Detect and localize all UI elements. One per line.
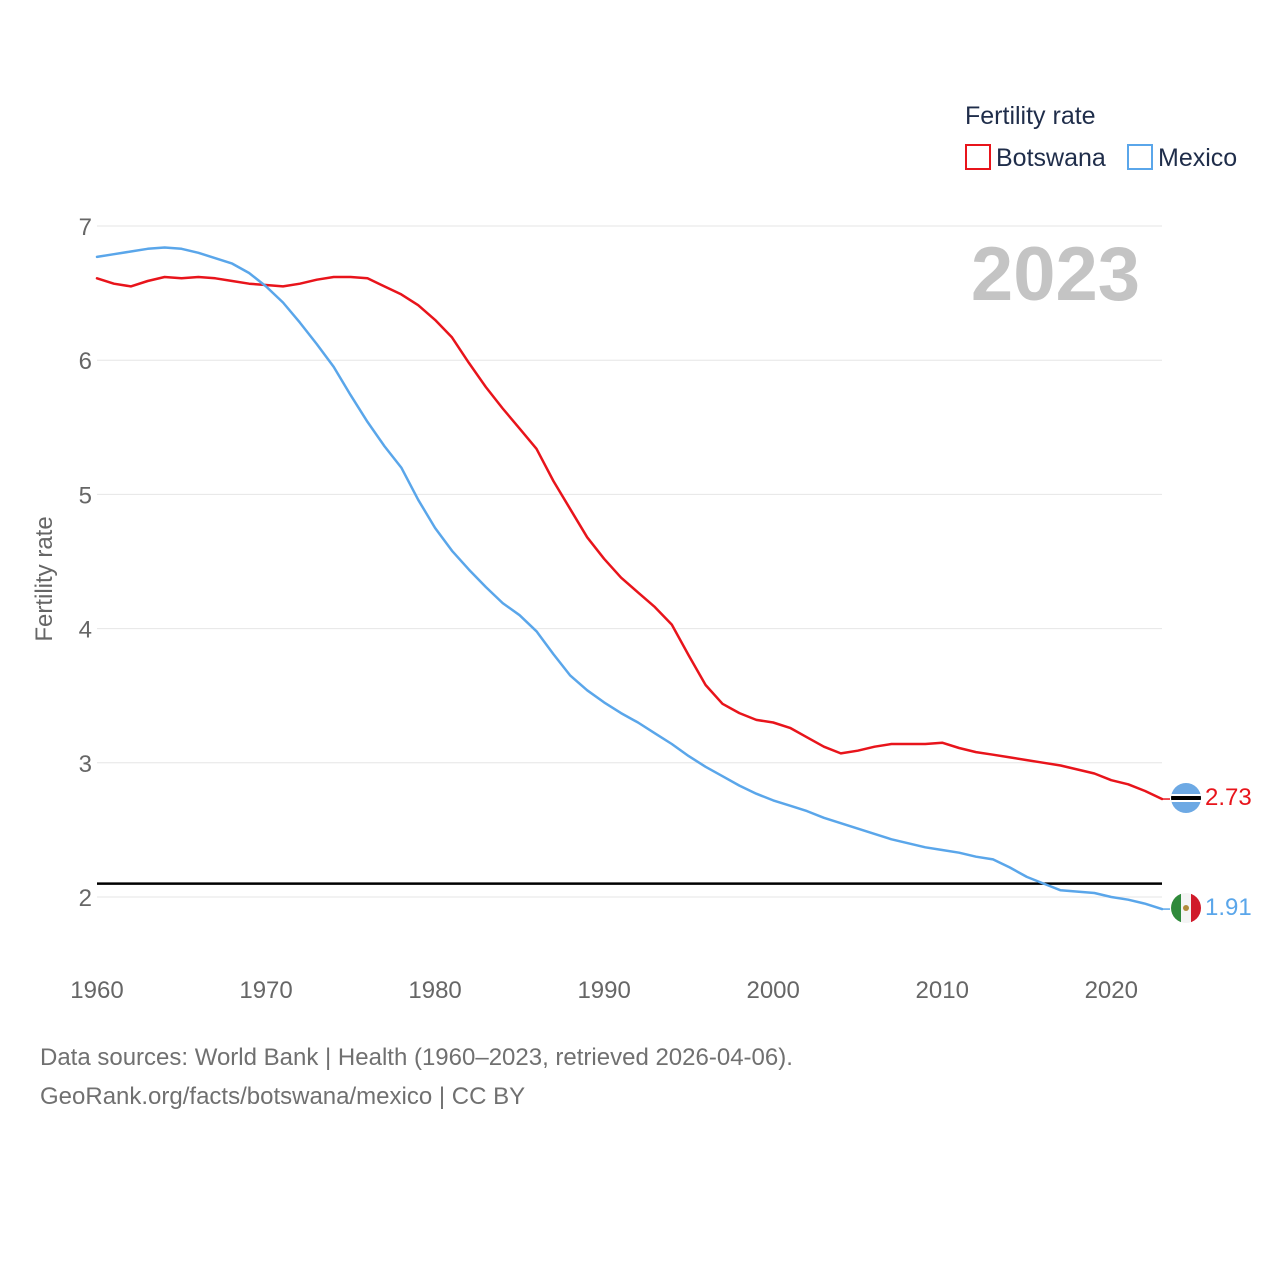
y-tick-label: 2 (79, 885, 92, 912)
mexico-flag-icon (1171, 893, 1201, 923)
source-attribution: GeoRank.org/facts/botswana/mexico | CC B… (40, 1083, 526, 1110)
legend: Fertility rate Botswana Mexico (965, 102, 1237, 172)
botswana-flag-icon (1171, 783, 1201, 813)
legend-label-mexico: Mexico (1158, 144, 1237, 172)
botswana-end-label: 2.73 (1205, 784, 1252, 811)
y-tick-label: 3 (79, 751, 92, 778)
y-tick-label: 4 (79, 617, 92, 644)
x-tick-label: 1980 (408, 977, 461, 1004)
x-tick-label: 2010 (916, 977, 969, 1004)
legend-swatch-botswana (965, 144, 991, 170)
y-tick-label: 5 (79, 482, 92, 509)
series-line-botswana (95, 275, 1164, 801)
grid-lines (97, 225, 1162, 898)
legend-label-botswana: Botswana (996, 144, 1106, 172)
year-watermark: 2023 (971, 232, 1140, 317)
x-tick-label: 1960 (70, 977, 123, 1004)
source-citation: Data sources: World Bank | Health (1960–… (40, 1044, 793, 1071)
y-axis-title: Fertility rate (31, 516, 58, 641)
x-tick-label: 2020 (1085, 977, 1138, 1004)
y-axis: 2 3 4 5 6 7 (79, 214, 92, 912)
x-tick-label: 2000 (746, 977, 799, 1004)
y-tick-label: 7 (79, 214, 92, 241)
legend-title: Fertility rate (965, 102, 1096, 130)
x-tick-label: 1970 (239, 977, 292, 1004)
legend-swatch-mexico (1127, 144, 1153, 170)
series-lines (95, 246, 1170, 911)
x-tick-label: 1990 (577, 977, 630, 1004)
x-axis: 1960 1970 1980 1990 2000 2010 2020 (70, 977, 1138, 1004)
mexico-end-label: 1.91 (1205, 894, 1252, 921)
series-line-mexico (95, 246, 1164, 911)
y-tick-label: 6 (79, 348, 92, 375)
